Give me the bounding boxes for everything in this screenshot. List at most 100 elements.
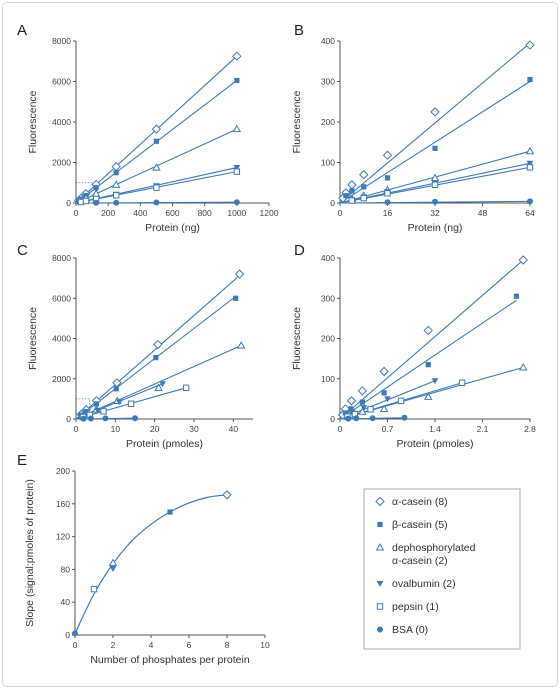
- data-point-series-1: [527, 76, 533, 83]
- data-point-series-2: [525, 146, 535, 155]
- x-tick-label: 0: [74, 424, 79, 434]
- x-axis-label: Number of phosphates per protein: [90, 654, 250, 666]
- data-point-series-0: [525, 40, 535, 50]
- data-point-series-4: [397, 397, 405, 405]
- y-tick-label: 400: [321, 36, 335, 46]
- data-point-series-3: [115, 399, 123, 406]
- data-point-series-2: [154, 383, 163, 391]
- data-point-series-1: [342, 410, 349, 416]
- data-point-series-1: [361, 184, 367, 190]
- legend-box: [363, 488, 521, 650]
- chart-panel-c: C 0 10 20 30 40 0 2000 4000 6000 8000 Protein (pmol…: [17, 242, 253, 450]
- x-tick-label: 8: [225, 640, 230, 650]
- x-tick-label: 4: [149, 640, 154, 650]
- data-point-series-0: [234, 269, 245, 279]
- x-tick-label: 30: [189, 424, 199, 434]
- data-point-series-5: [432, 198, 438, 205]
- y-tick-label: 6000: [52, 293, 71, 303]
- y-axis-label: Fluorescence: [291, 90, 303, 153]
- data-point-series-5: [72, 630, 78, 637]
- y-tick-label: 4000: [52, 334, 71, 344]
- data-point-series-3: [526, 160, 534, 167]
- legend-marker-square-filled: [377, 521, 383, 528]
- data-point-series-0: [518, 255, 528, 265]
- x-axis-label: Protein (pmoles): [126, 438, 203, 450]
- fit-curve: [74, 494, 228, 634]
- data-point-series-1: [113, 386, 119, 392]
- y-tick-label: 0: [65, 630, 70, 640]
- data-point-series-1: [425, 362, 431, 368]
- data-point-series-5: [102, 415, 109, 422]
- data-point-series-4: [233, 168, 241, 175]
- data-point-series-4: [182, 384, 190, 392]
- data-point-series-4: [384, 190, 391, 197]
- data-point-series-1: [348, 406, 354, 412]
- data-point-series-5: [527, 198, 533, 205]
- y-tick-label: 8000: [52, 253, 71, 263]
- y-tick-label: 0: [66, 198, 71, 208]
- y-tick-label: 100: [321, 158, 335, 168]
- data-point-series-1: [233, 295, 239, 301]
- x-axis-label: Protein (ng): [408, 222, 463, 234]
- y-tick-label: 300: [321, 77, 335, 87]
- x-tick-label: 400: [133, 208, 147, 218]
- legend-item: α-casein (8): [375, 496, 448, 508]
- data-point-series-0: [222, 490, 232, 500]
- x-tick-label: 32: [430, 208, 440, 218]
- data-point-series-4: [367, 406, 374, 413]
- x-tick-label: 64: [525, 208, 535, 218]
- legend-label: pepsin (1): [392, 601, 439, 613]
- data-point-series-1: [167, 509, 173, 515]
- data-point-series-2: [232, 124, 242, 133]
- data-point-series-1: [381, 390, 387, 396]
- data-point-series-1: [513, 293, 520, 299]
- data-point-series-1: [93, 401, 100, 407]
- data-point-series-2: [423, 392, 433, 400]
- data-point-series-0: [379, 366, 389, 377]
- data-point-series-4: [458, 379, 466, 386]
- x-tick-label: 10: [260, 640, 270, 650]
- data-point-series-4: [82, 197, 90, 205]
- legend-marker-diamond-open: [375, 496, 385, 507]
- data-point-series-5: [233, 199, 240, 206]
- data-point-series-1: [432, 145, 438, 151]
- panel-letter: B: [294, 22, 304, 39]
- data-point-series-0: [232, 51, 242, 61]
- data-point-series-0: [347, 180, 357, 190]
- x-tick-label: 200: [101, 208, 115, 218]
- data-point-series-5: [132, 415, 138, 422]
- data-point-series-5: [153, 199, 160, 206]
- data-point-series-3: [109, 566, 117, 572]
- x-tick-label: 6: [187, 640, 192, 650]
- panel-letter: C: [17, 242, 28, 259]
- data-point-series-1: [234, 77, 240, 84]
- x-tick-label: 0: [74, 208, 79, 218]
- data-point-series-0: [430, 107, 440, 117]
- x-tick-label: 16: [383, 208, 393, 218]
- y-tick-label: 120: [56, 532, 70, 542]
- data-point-series-4: [348, 197, 356, 204]
- data-point-series-3: [159, 381, 166, 388]
- data-point-series-0: [359, 169, 369, 180]
- y-axis-label: Slope (signal:pmoles of protein): [24, 479, 36, 627]
- chart-panel-b: B 0 16 32 48 64 0 100 200 300 400 Protein (ng) Fluor…: [291, 22, 535, 234]
- y-tick-label: 200: [56, 466, 70, 476]
- fit-line-series-1: [339, 299, 517, 420]
- data-point-series-0: [151, 124, 162, 134]
- x-tick-label: 1200: [260, 208, 279, 218]
- y-tick-label: 0: [66, 414, 71, 424]
- legend-label: β-casein (5): [392, 519, 448, 531]
- y-tick-label: 0: [330, 414, 335, 424]
- x-tick-label: 600: [165, 208, 179, 218]
- y-tick-label: 6000: [52, 77, 71, 87]
- data-point-series-0: [357, 386, 368, 396]
- fit-line-series-2: [75, 345, 242, 420]
- legend-marker-circle-filled: [377, 626, 383, 633]
- data-point-series-2: [236, 341, 246, 349]
- data-point-series-3: [431, 378, 439, 385]
- x-tick-label: 1000: [227, 208, 246, 218]
- data-point-series-5: [87, 415, 94, 422]
- panel-letter: A: [17, 22, 27, 39]
- figure-svg: A0 200 400 600 800 1000 120002000400060008000P…: [17, 22, 536, 666]
- panel-letter: E: [17, 452, 27, 469]
